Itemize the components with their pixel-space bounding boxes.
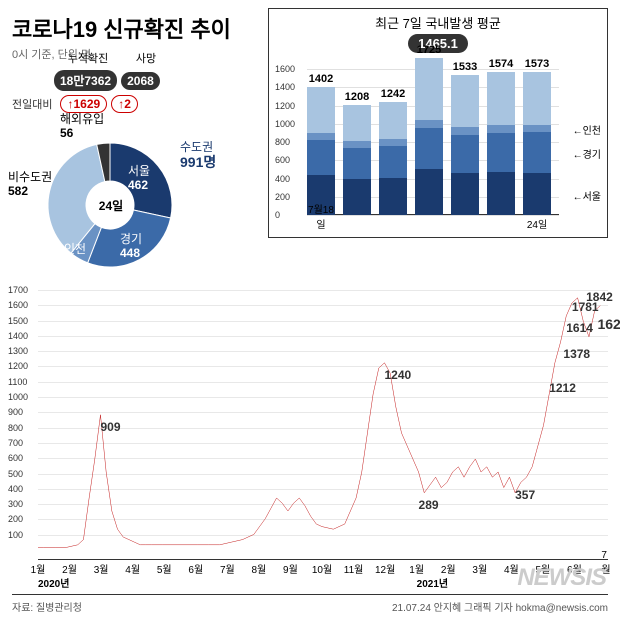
donut-chart: 24일 해외유입56 비수도권582 수도권991명 서울462 경기448 인… bbox=[20, 120, 230, 290]
delta-cases: ↑1629 bbox=[60, 95, 107, 113]
cum-label: 누적확진 bbox=[58, 50, 118, 66]
line-chart: 1002003004005006007008009001000110012001… bbox=[38, 290, 608, 560]
donut-metro-label: 수도권991명 bbox=[180, 140, 216, 171]
donut-gyeonggi-label: 경기448 bbox=[120, 232, 142, 261]
footer-credit: 21.07.24 안지혜 그래픽 기자 hokma@newsis.com bbox=[392, 599, 608, 614]
footer: 자료: 질병관리청 21.07.24 안지혜 그래픽 기자 hokma@news… bbox=[12, 594, 608, 614]
barchart-panel: 최근 7일 국내발생 평균 1465.1 0200400600800100012… bbox=[268, 8, 608, 238]
barchart-title: 최근 7일 국내발생 평균 bbox=[269, 13, 607, 32]
death-label: 사망 bbox=[126, 50, 166, 66]
donut-incheon-label: 인천81 bbox=[64, 242, 86, 271]
footer-source: 자료: 질병관리청 bbox=[12, 599, 82, 614]
donut-seoul-label: 서울462 bbox=[128, 164, 150, 193]
watermark: NEWSIS bbox=[517, 564, 606, 592]
delta-label: 전일대비 bbox=[12, 96, 52, 112]
donut-nonmetro-label: 비수도권582 bbox=[8, 170, 52, 199]
donut-overseas-label: 해외유입56 bbox=[60, 112, 104, 141]
barchart-area: 0200400600800100012001400160014027월18일12… bbox=[307, 51, 559, 215]
cumulative-badge: 18만7362 bbox=[54, 70, 117, 91]
delta-deaths: ↑2 bbox=[111, 95, 138, 113]
stats-panel: 누적확진 사망 18만7362 2068 전일대비 ↑1629 ↑2 bbox=[12, 50, 166, 113]
deaths-badge: 2068 bbox=[121, 72, 160, 90]
